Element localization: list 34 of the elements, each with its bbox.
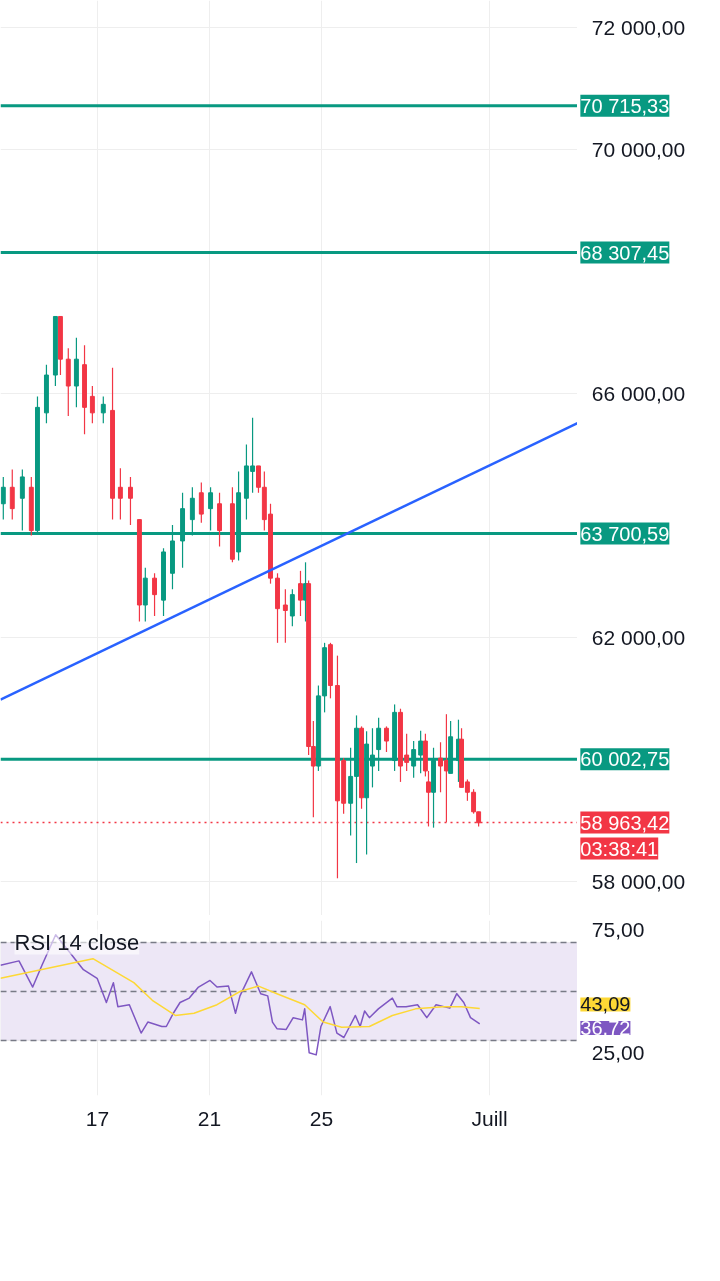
line-series [0, 957, 481, 1028]
candlestick [9, 468, 15, 521]
candlestick [152, 572, 158, 617]
ref-line-label: 70 715,33 [580, 94, 670, 117]
y-tick-label: 75,00 [591, 918, 645, 942]
line-series [0, 933, 481, 1056]
text: RSI 14 close [14, 929, 140, 955]
y-tick-label: 66 000,00 [591, 381, 686, 405]
candlestick [117, 467, 123, 521]
candlestick [298, 570, 303, 617]
ref-line-label: 60 002,75 [580, 748, 670, 771]
x-tick-label: Juill [471, 1106, 508, 1130]
x-tick-label: 25 [309, 1106, 334, 1130]
candlestick [100, 395, 106, 424]
y-tick-label: 70 000,00 [591, 137, 686, 161]
text: 43,09 [580, 993, 631, 1016]
candlestick [282, 588, 288, 644]
y-tick-label: 72 000,00 [591, 15, 686, 39]
candlestick [289, 588, 295, 627]
ref-line-label: 63 700,59 [580, 522, 670, 545]
candlestick [0, 476, 6, 521]
candlestick [198, 481, 204, 524]
text: 36,72 [580, 1016, 631, 1039]
text: 03:38:41 [580, 837, 659, 860]
candlestick [384, 725, 389, 753]
y-tick-label: 62 000,00 [591, 625, 686, 649]
ref-line-label: 68 307,45 [580, 241, 670, 264]
x-tick-label: 21 [197, 1106, 222, 1130]
candlestick [128, 476, 133, 526]
y-tick-label: 25,00 [591, 1040, 645, 1064]
x-tick-label: 17 [85, 1106, 110, 1130]
y-tick-label: 58 000,00 [591, 869, 686, 893]
ref-line-label: 58 963,42 [580, 811, 670, 834]
candlestick [89, 385, 95, 424]
